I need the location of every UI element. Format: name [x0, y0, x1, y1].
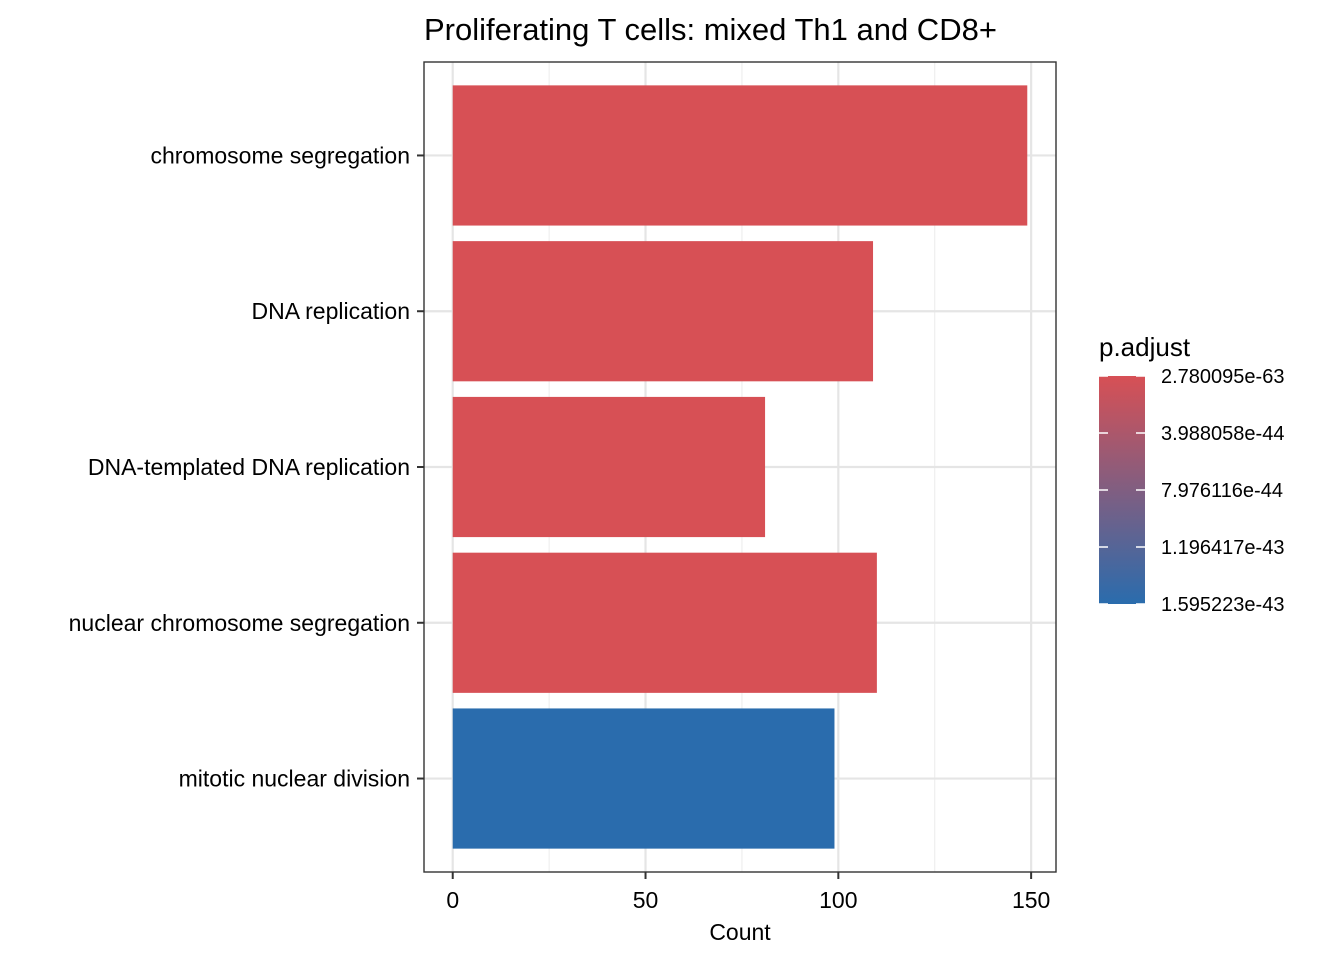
y-axis: chromosome segregation DNA replication DNA… [69, 142, 424, 792]
x-tick-label: 0 [446, 887, 459, 913]
legend-label: 3.988058e-44 [1161, 423, 1284, 445]
legend-label: 7.976116e-44 [1161, 480, 1283, 502]
bar [452, 396, 766, 538]
x-axis-title: Count [709, 919, 771, 945]
legend: p.adjust 2.780095e-63 3.988058e-44 7.97611… [1099, 332, 1284, 616]
bar [452, 708, 835, 849]
x-tick-label: 100 [819, 887, 857, 913]
legend-label: 2.780095e-63 [1161, 366, 1284, 388]
x-tick-label: 50 [633, 887, 659, 913]
x-axis: 0 50 100 150 [446, 872, 1050, 913]
bar [452, 241, 874, 382]
legend-label: 1.595223e-43 [1161, 594, 1284, 616]
x-tick-label: 150 [1012, 887, 1050, 913]
legend-title: p.adjust [1099, 332, 1191, 362]
bar [452, 85, 1028, 226]
bars [452, 85, 1028, 849]
legend-label: 1.196417e-43 [1161, 537, 1284, 559]
category-label: DNA replication [251, 298, 410, 324]
category-label: DNA-templated DNA replication [88, 454, 410, 480]
category-label: mitotic nuclear division [179, 766, 410, 792]
category-label: chromosome segregation [150, 142, 410, 168]
category-label: nuclear chromosome segregation [69, 610, 410, 636]
bar [452, 552, 877, 693]
chart-title: Proliferating T cells: mixed Th1 and CD8… [424, 12, 997, 47]
